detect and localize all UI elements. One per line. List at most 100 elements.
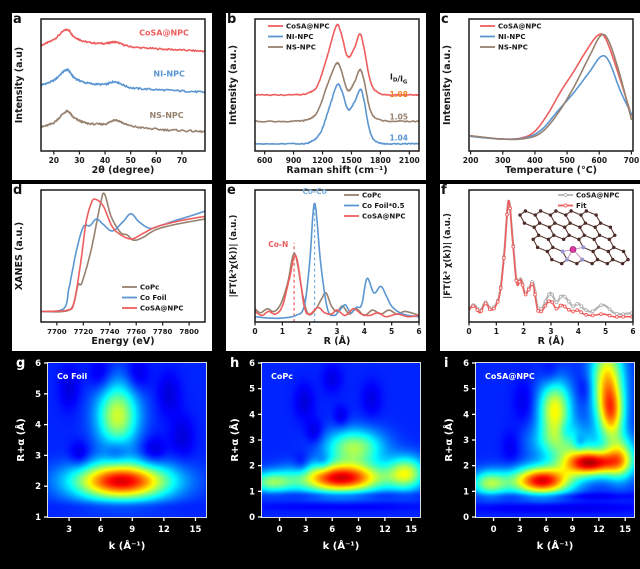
svg-text:R (Å): R (Å) bbox=[324, 336, 351, 347]
svg-text:2: 2 bbox=[35, 482, 41, 492]
svg-text:6: 6 bbox=[416, 327, 421, 336]
svg-text:ID/IG: ID/IG bbox=[390, 73, 408, 86]
svg-text:0: 0 bbox=[463, 513, 469, 523]
svg-text:k (Å⁻¹): k (Å⁻¹) bbox=[109, 539, 146, 552]
svg-text:R (Å): R (Å) bbox=[538, 336, 565, 347]
svg-text:3: 3 bbox=[249, 436, 255, 446]
svg-text:20: 20 bbox=[49, 156, 59, 165]
svg-text:3: 3 bbox=[517, 525, 523, 535]
svg-text:3: 3 bbox=[303, 525, 309, 535]
svg-text:NI-NPC: NI-NPC bbox=[498, 33, 526, 41]
wavelet-cosa-npc-heatmap bbox=[476, 363, 634, 517]
svg-text:3: 3 bbox=[548, 327, 553, 336]
svg-text:CoSA@NPC: CoSA@NPC bbox=[362, 213, 406, 221]
svg-text:|FT(k³ χ(k))| (a.u.): |FT(k³ χ(k))| (a.u.) bbox=[443, 213, 453, 299]
svg-text:CoSA@NPC: CoSA@NPC bbox=[286, 23, 330, 31]
svg-text:4: 4 bbox=[463, 410, 469, 420]
panel-letter-a: a bbox=[13, 12, 22, 27]
panel-e-exafs: e 0 1 2 3 4 5 6 R (Å) |FT(k³χ(k))| (a.u.) Co-N Co-… bbox=[226, 183, 426, 351]
svg-text:50: 50 bbox=[125, 156, 135, 165]
panel-g-wavelet-co-foil: g 3 6 9 12 15 1 2 3 4 5 6 k (Å⁻¹) R+α (Å) Co Foil bbox=[12, 355, 212, 565]
svg-text:1: 1 bbox=[249, 487, 255, 497]
svg-text:1.04: 1.04 bbox=[389, 133, 408, 142]
panel-letter-e: e bbox=[227, 183, 236, 198]
svg-text:1: 1 bbox=[280, 327, 285, 336]
svg-text:4: 4 bbox=[249, 410, 255, 420]
svg-text:300: 300 bbox=[495, 156, 511, 165]
svg-text:Co-Co: Co-Co bbox=[302, 187, 326, 196]
svg-text:7780: 7780 bbox=[153, 328, 173, 336]
svg-text:6: 6 bbox=[463, 359, 469, 369]
xrd-chart: 20 30 40 50 60 70 2θ (degree) Intensity (a.u) Co… bbox=[14, 18, 206, 176]
svg-text:9: 9 bbox=[570, 525, 576, 535]
svg-text:6: 6 bbox=[630, 327, 635, 336]
svg-text:1: 1 bbox=[35, 513, 41, 523]
svg-text:7800: 7800 bbox=[179, 328, 199, 336]
svg-text:R+α (Å): R+α (Å) bbox=[228, 418, 241, 461]
xanes-chart: 7700 7720 7740 7760 7780 7800 Energy (eV) XANES… bbox=[14, 189, 206, 347]
svg-text:CoSA@NPC: CoSA@NPC bbox=[139, 29, 189, 38]
svg-text:R+α (Å): R+α (Å) bbox=[14, 418, 27, 461]
svg-text:12: 12 bbox=[379, 525, 391, 535]
svg-text:CoSA@NPC: CoSA@NPC bbox=[485, 372, 535, 381]
panel-letter-b: b bbox=[227, 12, 237, 27]
svg-text:70: 70 bbox=[177, 156, 187, 165]
panel-d-xanes: d 7700 7720 7740 7760 7780 7800 Energy (eV) XAN… bbox=[12, 183, 212, 351]
svg-text:12: 12 bbox=[158, 525, 170, 535]
svg-text:9: 9 bbox=[356, 525, 362, 535]
svg-text:CoPc: CoPc bbox=[140, 284, 159, 292]
svg-text:15: 15 bbox=[619, 525, 631, 535]
svg-text:6: 6 bbox=[35, 359, 41, 369]
svg-text:12: 12 bbox=[593, 525, 605, 535]
svg-text:CoSA@NPC: CoSA@NPC bbox=[140, 305, 184, 313]
panel-letter-f: f bbox=[441, 183, 447, 198]
svg-text:2: 2 bbox=[249, 462, 255, 472]
svg-text:900: 900 bbox=[286, 156, 302, 165]
svg-text:0: 0 bbox=[466, 327, 471, 336]
svg-text:5: 5 bbox=[389, 327, 394, 336]
svg-text:7700: 7700 bbox=[47, 328, 67, 336]
svg-text:6: 6 bbox=[98, 525, 104, 535]
svg-text:Fit: Fit bbox=[576, 202, 587, 210]
svg-text:Intensity (a.u.): Intensity (a.u.) bbox=[442, 45, 453, 125]
svg-text:400: 400 bbox=[527, 156, 543, 165]
panel-letter-d: d bbox=[13, 183, 23, 198]
svg-text:5: 5 bbox=[603, 327, 608, 336]
exafs-fit-chart: 0 1 2 3 4 5 6 R (Å) |FT(k³ χ(k))| (a.u.) CoSA@NPC… bbox=[443, 189, 636, 347]
svg-text:500: 500 bbox=[559, 156, 575, 165]
panel-b-raman: b 600 900 1200 1500 1800 2100 Raman shift (cm⁻… bbox=[226, 12, 426, 180]
panel-letter-i: i bbox=[444, 356, 449, 371]
svg-text:6: 6 bbox=[329, 525, 335, 535]
panel-i-wavelet-cosa-npc: i 0 3 6 9 12 15 0 1 2 3 4 5 6 k (Å⁻¹) R+α (Å) CoSA@NPC bbox=[440, 355, 640, 565]
exafs-chart: 0 1 2 3 4 5 6 R (Å) |FT(k³χ(k))| (a.u.) Co-N Co-Co… bbox=[229, 187, 422, 347]
svg-text:0: 0 bbox=[491, 525, 497, 535]
svg-text:4: 4 bbox=[362, 327, 367, 336]
svg-text:1: 1 bbox=[463, 487, 469, 497]
svg-text:NI-NPC: NI-NPC bbox=[286, 33, 314, 41]
panel-letter-g: g bbox=[16, 356, 26, 371]
svg-text:Co-N: Co-N bbox=[268, 240, 288, 249]
svg-text:|FT(k³χ(k))| (a.u.): |FT(k³χ(k))| (a.u.) bbox=[229, 214, 239, 297]
panel-c-tga: c 200 300 400 500 600 700 Temperature (°C) Inte… bbox=[440, 12, 640, 180]
svg-text:Co Foil: Co Foil bbox=[140, 294, 167, 302]
svg-text:0: 0 bbox=[249, 513, 255, 523]
svg-text:7760: 7760 bbox=[126, 328, 146, 336]
wavelet-copc-heatmap bbox=[262, 363, 420, 517]
svg-text:NI-NPC: NI-NPC bbox=[153, 69, 185, 78]
svg-text:Temperature (°C): Temperature (°C) bbox=[505, 165, 597, 176]
svg-text:600: 600 bbox=[591, 156, 607, 165]
svg-text:1200: 1200 bbox=[312, 156, 333, 165]
svg-text:1800: 1800 bbox=[370, 156, 391, 165]
svg-text:3: 3 bbox=[334, 327, 339, 336]
svg-text:Energy (eV): Energy (eV) bbox=[91, 336, 154, 347]
svg-text:Raman shift (cm⁻¹): Raman shift (cm⁻¹) bbox=[286, 165, 387, 176]
svg-text:3: 3 bbox=[463, 436, 469, 446]
svg-text:1: 1 bbox=[494, 327, 499, 336]
svg-text:2100: 2100 bbox=[399, 156, 420, 165]
svg-text:600: 600 bbox=[257, 156, 273, 165]
svg-text:NS-NPC: NS-NPC bbox=[286, 44, 316, 52]
svg-text:9: 9 bbox=[129, 525, 135, 535]
